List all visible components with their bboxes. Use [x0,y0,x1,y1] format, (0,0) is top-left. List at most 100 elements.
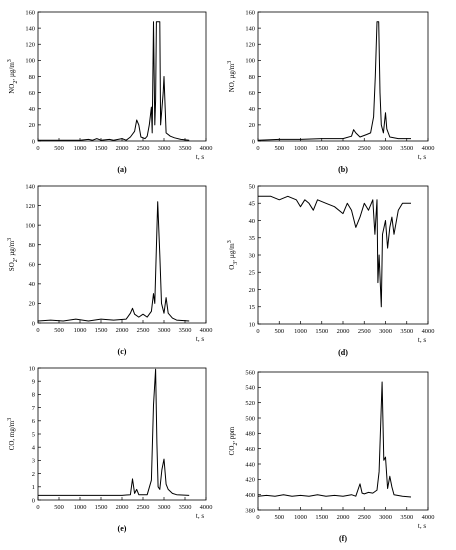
y-tick-label: 160 [25,9,35,16]
x-tick-label: 3500 [179,327,192,334]
y-tick-label: 140 [25,25,35,32]
x-tick-label: 3500 [400,514,413,521]
x-tick-label: 4000 [422,145,435,152]
x-tick-label: 500 [274,514,284,521]
x-tick-label: 3500 [400,145,413,152]
y-tick-label: 6 [32,418,35,425]
y-tick-label: 40 [249,106,255,113]
x-tick-label: 4000 [422,514,435,521]
data-series-line [257,21,411,141]
x-tick-label: 0 [36,327,39,334]
x-tick-label: 500 [54,504,64,511]
x-tick-label: 2000 [116,504,129,511]
y-tick-label: 440 [245,461,255,468]
chart-panel-5: 0 500 1000 1500 2000 2500 3000 3500 4000 0 1 2 3 4 5 6 7… [7,365,212,533]
x-tick-label: 1000 [74,504,87,511]
x-tick-label: 500 [54,327,64,334]
chart-panel-4: 0 500 1000 1500 2000 2500 3000 3500 4000 10 15 20 25… [227,183,434,357]
x-tick-label: 0 [36,504,39,511]
y-tick-label: 160 [245,9,255,16]
y-tick-label: 4 [32,445,36,452]
plot-frame [37,367,207,501]
y-tick-label: 45 [249,201,255,208]
x-tick-label: 2500 [358,514,371,521]
x-tick-label: 3500 [400,328,413,335]
data-series-line [258,195,411,308]
x-tick-label: 2500 [358,145,371,152]
plot-frame [257,371,429,511]
y-tick-label: 120 [25,42,35,49]
y-tick-label: 520 [245,400,255,407]
x-tick-label: 4000 [200,327,213,334]
y-tick-label: 60 [29,90,35,97]
x-tick-label: 500 [274,145,284,152]
x-axis-label: t, s [196,335,204,343]
y-tick-label: 500 [245,415,255,422]
panel-label: (f) [339,534,347,543]
y-tick-label: 140 [245,25,255,32]
x-tick-label: 2000 [337,328,350,335]
x-tick-label: 1000 [294,328,307,335]
y-tick-label: 560 [245,369,255,376]
y-axis-label: CO, mg/m3 [7,418,16,451]
x-tick-label: 1500 [315,514,328,521]
x-tick-label: 3500 [179,145,192,152]
x-tick-label: 2500 [358,328,371,335]
y-tick-label: 20 [249,287,255,294]
x-tick-label: 3000 [158,145,171,152]
y-tick-label: 400 [245,492,255,499]
x-axis-label: t, s [196,153,204,161]
y-tick-label: 0 [32,497,35,504]
y-tick-label: 40 [29,106,35,113]
y-axis-label: NO, µg/m3 [227,61,236,93]
y-tick-label: 420 [245,477,255,484]
x-tick-label: 1000 [74,145,87,152]
y-tick-label: 20 [29,301,35,308]
x-tick-label: 2500 [137,327,150,334]
x-tick-label: 0 [256,145,259,152]
y-axis-label: O3, µg/m3 [227,240,239,270]
y-tick-label: 1 [32,484,35,491]
x-tick-label: 2000 [116,145,129,152]
data-series-line [38,21,190,141]
y-tick-label: 40 [29,281,35,288]
y-tick-label: 50 [249,183,255,190]
y-tick-label: 40 [249,218,255,225]
x-tick-label: 2000 [337,514,350,521]
x-tick-label: 1000 [294,514,307,521]
x-tick-label: 4000 [422,328,435,335]
y-tick-label: 120 [245,42,255,49]
chart-panel-1: 0 500 1000 1500 2000 2500 3000 3500 4000 0 20 40 60 8… [7,9,212,174]
y-tick-label: 460 [245,446,255,453]
y-tick-label: 30 [249,252,255,259]
y-axis-label: NO2, µg/m3 [7,59,19,94]
x-axis-label: t, s [196,512,204,520]
x-tick-label: 1500 [95,504,108,511]
y-tick-label: 20 [29,122,35,129]
panel-label: (c) [118,347,127,356]
x-tick-label: 3500 [179,504,192,511]
y-tick-label: 10 [29,365,35,372]
y-tick-label: 8 [32,392,35,399]
x-tick-label: 3000 [158,504,171,511]
y-tick-label: 9 [32,379,35,386]
y-tick-label: 0 [32,320,35,327]
plot-frame [37,11,207,142]
x-tick-label: 1000 [74,327,87,334]
y-tick-label: 0 [252,138,255,145]
data-series-line [38,368,190,496]
chart-panel-3: 0 500 1000 1500 2000 2500 3000 3500 4000 0 20 40 60 8… [7,183,212,356]
x-tick-label: 1500 [315,145,328,152]
y-tick-label: 2 [32,471,35,478]
x-tick-label: 500 [54,145,64,152]
y-tick-label: 25 [249,270,255,277]
x-tick-label: 1500 [95,327,108,334]
x-tick-label: 4000 [200,504,213,511]
panel-label: (e) [118,524,127,533]
plot-frame [257,185,429,325]
y-axis-label: SO2, µg/m3 [7,238,19,271]
x-tick-label: 0 [256,328,259,335]
y-tick-label: 0 [32,138,35,145]
y-tick-label: 60 [29,262,35,269]
